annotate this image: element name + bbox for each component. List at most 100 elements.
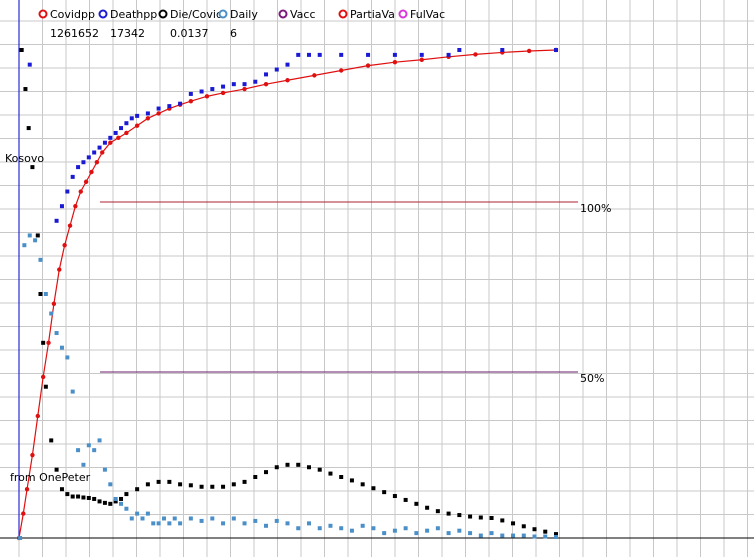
reference-lines: 100% 50%	[100, 201, 611, 385]
data-point-die-covid	[26, 126, 31, 131]
legend-marker-vacc	[278, 9, 288, 19]
data-point-daily	[425, 528, 430, 533]
data-point-daily	[151, 521, 156, 526]
data-point-deathpp	[285, 62, 290, 67]
legend-label-vacc: Vacc	[290, 8, 316, 21]
data-point-deathpp	[119, 126, 124, 131]
legend-item-partial-vac: PartiaVa	[338, 8, 395, 21]
data-point-deathpp	[554, 48, 558, 52]
data-point-daily	[81, 462, 86, 467]
legend-value-die-covid: 0.0137	[170, 27, 209, 40]
legend-item-covidpp: Covidpp 1261652	[38, 8, 99, 40]
data-point-die-covid	[317, 467, 322, 472]
legend-label-deathpp: Deathpp	[110, 8, 157, 21]
data-point-daily	[210, 516, 215, 521]
data-point-daily	[113, 496, 118, 501]
data-point-covidpp	[312, 73, 317, 78]
legend-label-covidpp: Covidpp	[50, 8, 95, 21]
data-point-die-covid	[86, 495, 91, 500]
legend-item-die-covid: Die/Covid 0.0137	[158, 8, 223, 40]
data-point-deathpp	[145, 111, 150, 116]
data-point-die-covid	[19, 48, 24, 52]
data-point-deathpp	[392, 52, 397, 57]
data-point-die-covid	[253, 475, 258, 479]
data-point-covidpp	[339, 68, 344, 73]
data-point-deathpp	[113, 130, 118, 135]
data-point-deathpp	[366, 52, 371, 57]
series-deathpp	[18, 48, 558, 223]
data-point-covidpp	[78, 189, 83, 194]
data-point-daily	[86, 443, 91, 448]
data-point-deathpp	[124, 121, 129, 126]
data-point-die-covid	[43, 384, 48, 389]
data-point-deathpp	[221, 84, 226, 89]
data-point-die-covid	[167, 479, 172, 484]
data-point-deathpp	[102, 140, 107, 145]
data-point-covidpp	[62, 243, 67, 248]
legend-item-full-vac: FulVac	[398, 8, 445, 21]
legend-item-vacc: Vacc	[278, 8, 316, 21]
data-point-covidpp	[100, 150, 105, 155]
data-point-covidpp	[156, 111, 161, 116]
data-point-daily	[221, 521, 226, 526]
data-point-deathpp	[178, 101, 183, 106]
legend-label-daily: Daily	[230, 8, 258, 21]
data-point-die-covid	[403, 497, 408, 502]
data-point-covidpp	[134, 123, 140, 128]
data-point-daily	[199, 518, 204, 523]
legend-label-partial-vac: PartiaVa	[350, 8, 395, 21]
data-point-deathpp	[306, 52, 311, 57]
data-point-daily	[76, 448, 81, 453]
data-point-die-covid	[145, 482, 150, 487]
data-point-daily	[478, 533, 483, 538]
series	[16, 47, 559, 541]
data-point-die-covid	[54, 467, 59, 472]
data-point-daily	[54, 331, 59, 336]
series-daily	[18, 233, 558, 540]
data-point-die-covid	[328, 471, 333, 476]
data-point-covidpp	[89, 169, 94, 175]
data-point-covidpp	[419, 57, 424, 62]
data-point-deathpp	[92, 150, 97, 155]
data-point-daily	[554, 535, 558, 540]
data-point-daily	[92, 448, 97, 453]
data-point-die-covid	[108, 501, 113, 506]
data-point-daily	[188, 516, 193, 521]
data-point-daily	[457, 528, 462, 533]
data-point-deathpp	[59, 204, 64, 209]
legend-marker-covidpp	[38, 9, 48, 19]
data-point-covidpp	[51, 301, 57, 306]
data-point-covidpp	[108, 140, 113, 145]
data-point-daily	[532, 534, 537, 539]
data-point-die-covid	[113, 499, 118, 504]
data-point-covidpp	[124, 130, 129, 136]
data-point-die-covid	[543, 529, 548, 534]
data-point-daily	[371, 526, 376, 531]
data-point-daily	[178, 521, 183, 526]
data-point-die-covid	[199, 484, 204, 489]
data-point-die-covid	[339, 475, 344, 479]
data-point-deathpp	[446, 52, 451, 57]
data-point-daily	[172, 516, 177, 521]
data-point-deathpp	[27, 62, 32, 67]
data-point-deathpp	[97, 145, 102, 150]
data-point-deathpp	[253, 79, 258, 84]
data-point-die-covid	[296, 462, 301, 467]
data-point-daily	[156, 521, 161, 526]
data-point-die-covid	[35, 233, 40, 238]
data-point-daily	[435, 526, 440, 531]
data-point-daily	[129, 516, 134, 521]
data-point-daily	[231, 516, 236, 521]
data-point-die-covid	[30, 165, 35, 170]
data-point-die-covid	[360, 482, 365, 487]
data-point-covidpp	[526, 48, 532, 54]
data-point-covidpp	[57, 267, 62, 272]
data-point-daily	[33, 238, 38, 243]
data-point-die-covid	[97, 499, 102, 504]
data-point-daily	[468, 531, 473, 536]
data-point-die-covid	[70, 494, 75, 499]
data-point-die-covid	[23, 87, 28, 92]
